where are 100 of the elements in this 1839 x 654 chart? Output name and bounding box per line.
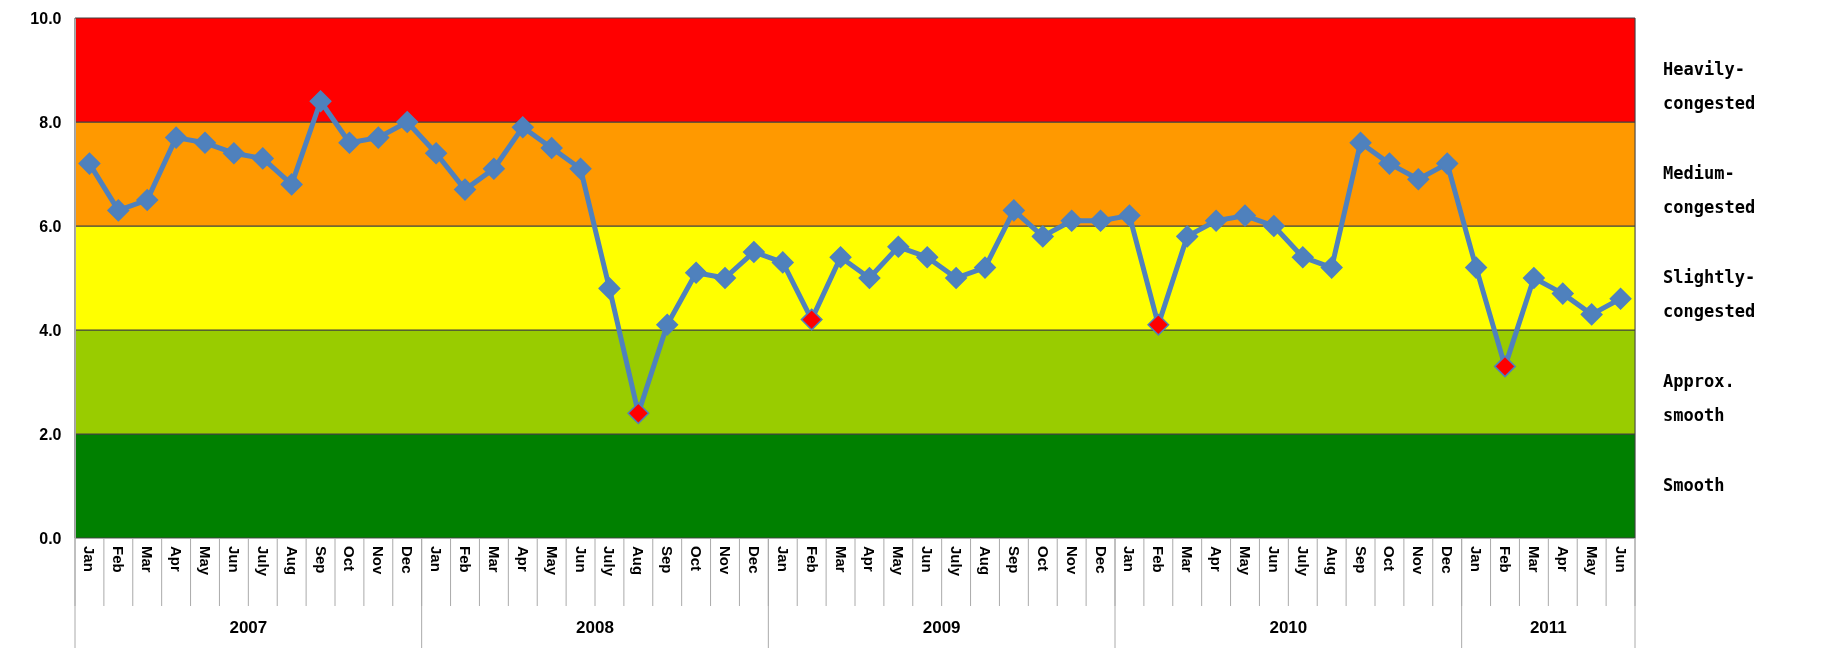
band-label: Slightly- congested xyxy=(1663,267,1756,321)
point xyxy=(194,131,216,154)
x-tick-label: Apr xyxy=(1554,546,1572,572)
x-tick-label: Mar xyxy=(1525,546,1543,573)
x-tick-label: Oct xyxy=(1034,546,1052,572)
y-tick-label: 0.0 xyxy=(39,529,62,547)
point xyxy=(1262,215,1285,237)
point xyxy=(627,402,650,425)
point xyxy=(685,261,708,284)
x-tick-label: Oct xyxy=(1381,546,1399,572)
x-tick-label: Apr xyxy=(168,546,186,572)
x-tick-label: May xyxy=(1583,546,1601,576)
x-tick-label: Sep xyxy=(659,546,677,574)
x-tick-label: Feb xyxy=(1497,546,1514,573)
x-tick-label: Nov xyxy=(1063,546,1081,575)
x-tick-label: Jan xyxy=(1468,546,1486,572)
x-tick-label: Nov xyxy=(370,546,388,575)
x-tick-label: Aug xyxy=(1323,546,1341,576)
point xyxy=(569,157,592,180)
point xyxy=(1436,152,1459,175)
point xyxy=(1609,287,1632,310)
y-tick-label: 2.0 xyxy=(39,425,62,443)
x-tick-label: Oct xyxy=(341,546,359,572)
x-tick-label: Jun xyxy=(572,546,590,573)
x-tick-label: Mar xyxy=(139,546,157,573)
point xyxy=(511,116,534,139)
y-tick-label: 8.0 xyxy=(39,113,62,131)
x-tick-label: Feb xyxy=(110,546,128,573)
x-tick-label: Aug xyxy=(977,546,994,576)
x-tick-label: Feb xyxy=(457,546,474,573)
point xyxy=(1291,246,1314,269)
x-tick-label: July xyxy=(254,546,272,577)
x-tick-label: May xyxy=(197,546,214,576)
point xyxy=(714,267,736,289)
text: 2010 xyxy=(1269,618,1308,637)
point xyxy=(136,189,159,211)
x-tick-label: Sep xyxy=(1005,546,1023,574)
x-tick-label: May xyxy=(543,546,561,576)
x-tick-label: Feb xyxy=(1150,546,1168,573)
point xyxy=(1349,131,1372,154)
y-tick-label: 10.0 xyxy=(30,9,62,27)
x-tick-label: Dec xyxy=(1439,546,1457,574)
x-tick-label: Jan xyxy=(1121,546,1139,572)
point xyxy=(540,137,563,159)
text: 2007 xyxy=(229,618,268,637)
point xyxy=(1465,256,1488,279)
x-tick-label: Jan xyxy=(428,546,446,572)
x-tick-label: Dec xyxy=(745,546,763,574)
point xyxy=(1089,209,1112,232)
x-tick-label: Jun xyxy=(225,546,243,573)
x-tick-label: Nov xyxy=(1410,546,1428,575)
point xyxy=(1234,204,1256,227)
band-label: Medium- congested xyxy=(1663,163,1756,217)
point xyxy=(1551,282,1574,305)
point xyxy=(78,152,101,175)
point xyxy=(656,313,679,336)
point xyxy=(251,147,274,170)
x-tick-label: Jun xyxy=(1265,546,1283,573)
point xyxy=(1002,199,1025,222)
point xyxy=(425,142,448,165)
x-tick-label: Jan xyxy=(774,546,792,572)
point xyxy=(742,241,765,263)
x-tick-label: Aug xyxy=(630,546,648,576)
point xyxy=(1205,209,1228,232)
point xyxy=(800,308,823,331)
point xyxy=(107,199,130,222)
x-tick-label: Nov xyxy=(717,546,734,575)
point xyxy=(1494,355,1516,378)
point xyxy=(1378,152,1401,175)
x-tick-label: Dec xyxy=(1092,546,1110,574)
point xyxy=(1060,209,1083,232)
band-label: Heavily- congested xyxy=(1663,59,1756,113)
x-tick-label: Jun xyxy=(919,546,937,573)
y-tick-label: 4.0 xyxy=(39,321,62,339)
x-tick-label: Mar xyxy=(832,546,850,573)
x-tick-label: Dec xyxy=(399,546,417,574)
x-tick-label: Mar xyxy=(1179,546,1197,573)
point xyxy=(887,235,910,258)
point xyxy=(916,246,939,269)
point xyxy=(1580,303,1603,326)
band-label: Approx. smooth xyxy=(1663,371,1735,425)
point xyxy=(165,126,188,149)
point xyxy=(1176,225,1199,248)
x-tick-label: July xyxy=(601,546,619,577)
x-tick-label: Apr xyxy=(514,546,532,572)
x-tick-label: Feb xyxy=(803,546,821,573)
point xyxy=(1320,256,1343,279)
point xyxy=(309,90,332,113)
x-tick-label: Jan xyxy=(81,546,99,572)
point xyxy=(1031,225,1054,248)
point xyxy=(280,173,303,196)
x-tick-label: Oct xyxy=(688,546,706,572)
point xyxy=(945,267,968,289)
x-tick-label: Sep xyxy=(312,546,330,574)
point xyxy=(829,246,852,269)
text: 2008 xyxy=(576,618,614,637)
x-tick-label: May xyxy=(1237,546,1254,576)
point xyxy=(771,251,794,274)
y-tick-label: 6.0 xyxy=(39,217,62,235)
point xyxy=(598,277,621,300)
